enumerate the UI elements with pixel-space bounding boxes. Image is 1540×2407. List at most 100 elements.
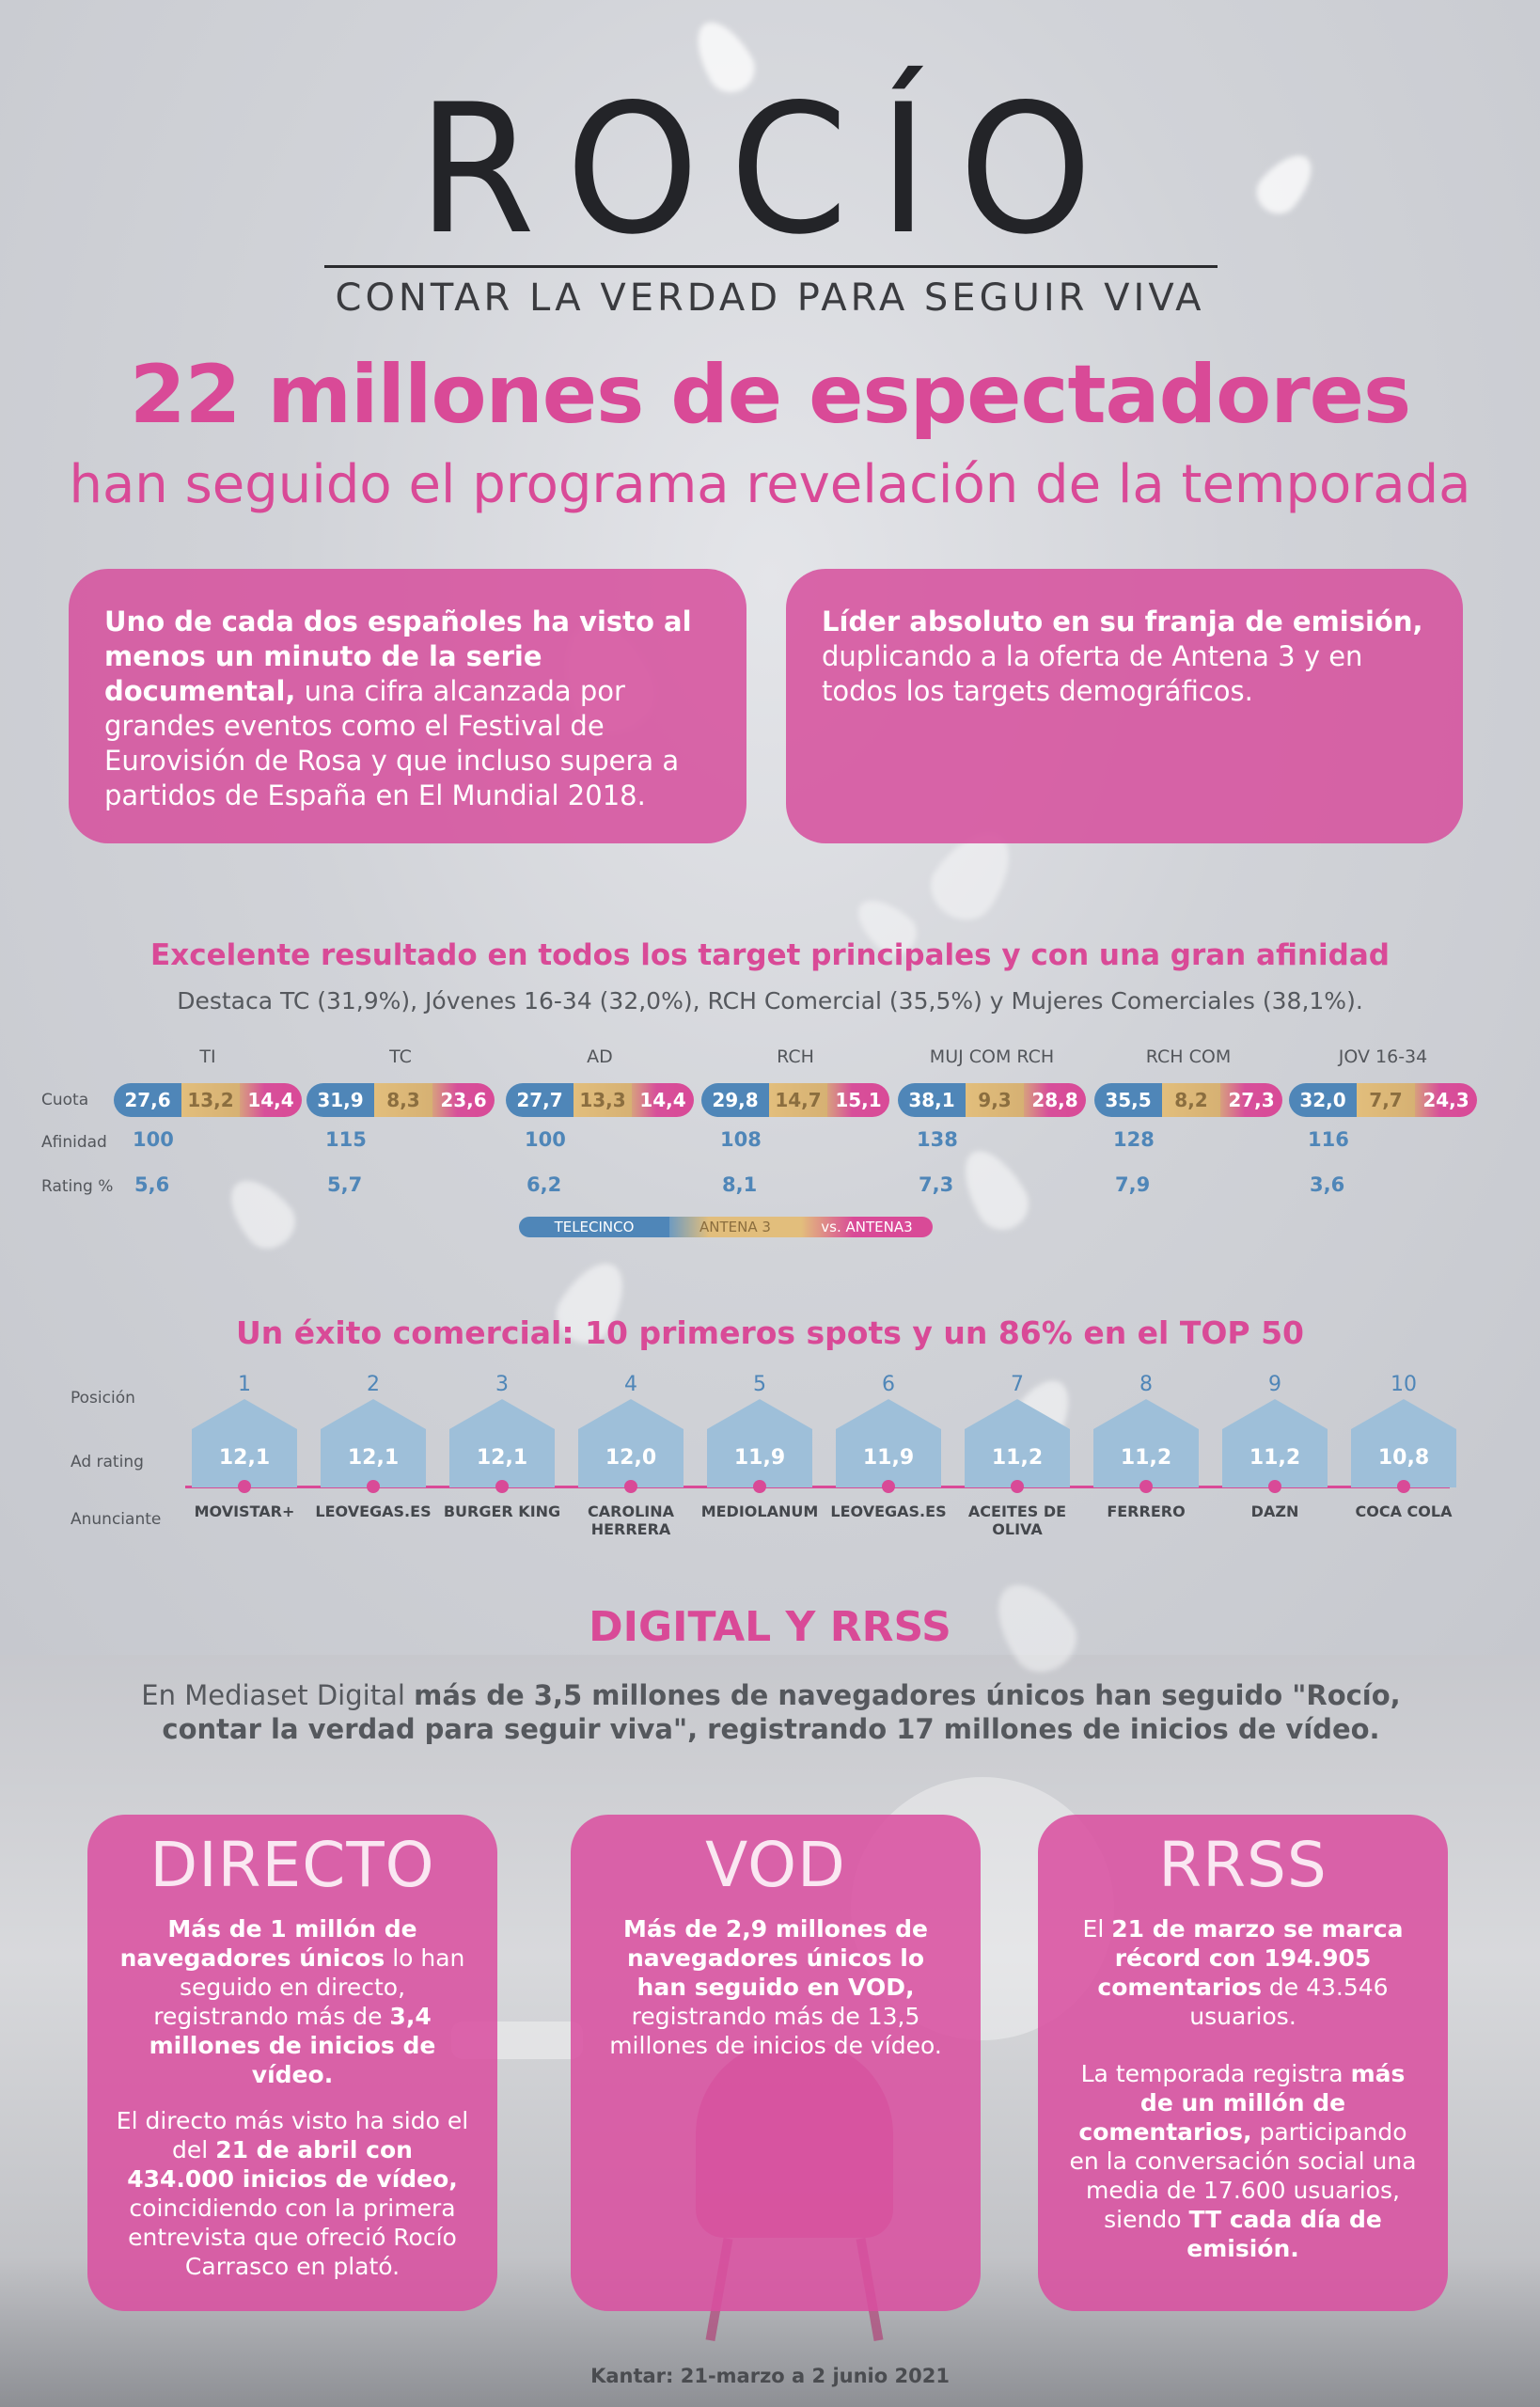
spot-dot xyxy=(882,1480,895,1493)
target-header: TI xyxy=(199,1046,216,1067)
headline: 22 millones de espectadores xyxy=(129,348,1411,442)
spot-advertiser: MOVISTAR+ xyxy=(194,1502,295,1520)
cuota-a3: 9,3 xyxy=(966,1083,1024,1117)
spot-ad-rating: 10,8 xyxy=(1377,1446,1430,1470)
cuota-pill: 29,8 14,7 15,1 xyxy=(701,1083,889,1117)
spot-position: 2 xyxy=(367,1373,380,1396)
afinidad-value: 116 xyxy=(1308,1128,1349,1151)
target-header: AD xyxy=(587,1046,613,1067)
spot-dot xyxy=(1011,1480,1024,1493)
spot-ad-rating: 12,1 xyxy=(347,1446,400,1470)
afinidad-value: 100 xyxy=(133,1128,174,1151)
spot-advertiser: FERRERO xyxy=(1107,1502,1186,1520)
logo-title: ROCÍO xyxy=(416,66,1124,274)
cuota-tc: 27,6 xyxy=(114,1083,181,1117)
spot-advertiser: CAROLINA HERRERA xyxy=(588,1502,674,1538)
logo-divider xyxy=(324,265,1218,268)
row-label-anunciante: Anunciante xyxy=(71,1510,162,1529)
text-bold: 21 de abril con 434.000 inicios de vídeo… xyxy=(127,2136,458,2193)
spot-position: 6 xyxy=(882,1373,895,1396)
spot-ad-rating: 11,2 xyxy=(1249,1446,1301,1470)
row-label-ad-rating: Ad rating xyxy=(71,1453,144,1471)
highlight-box-right: Líder absoluto en su franja de emisión, … xyxy=(786,569,1463,843)
spot-dot xyxy=(495,1480,509,1493)
card-directo-body: Más de 1 millón de navegadores únicos lo… xyxy=(116,1914,469,2281)
spot-position: 7 xyxy=(1011,1373,1024,1396)
text-bold: Más de 2,9 millones de navegadores único… xyxy=(623,1915,928,2001)
rating-value: 3,6 xyxy=(1310,1173,1345,1196)
digital-intro-bold: más de 3,5 millones de navegadores único… xyxy=(162,1679,1401,1745)
spot-ad-rating: 11,2 xyxy=(991,1446,1044,1470)
row-label-posicion: Posición xyxy=(71,1389,135,1408)
text: participando en la conversación social u… xyxy=(1069,2118,1417,2233)
rating-value: 6,2 xyxy=(526,1173,562,1196)
afinidad-value: 100 xyxy=(525,1128,566,1151)
cuota-vs: 15,1 xyxy=(827,1083,889,1117)
spot-dot xyxy=(367,1480,380,1493)
spot-position: 4 xyxy=(624,1373,637,1396)
cuota-tc: 38,1 xyxy=(898,1083,966,1117)
spot-position: 1 xyxy=(238,1373,251,1396)
afinidad-value: 128 xyxy=(1113,1128,1155,1151)
digital-intro-prefix: En Mediaset Digital xyxy=(141,1679,415,1711)
legend-antena3: ANTENA 3 xyxy=(669,1217,801,1237)
text: lo han seguido en directo, registrando m… xyxy=(153,1944,465,2030)
cuota-a3: 14,7 xyxy=(769,1083,827,1117)
spot-dot xyxy=(1397,1480,1410,1493)
text: El xyxy=(1082,1915,1112,1943)
row-label-rating: Rating % xyxy=(41,1177,114,1196)
legend-vs-antena3: vs. ANTENA3 xyxy=(801,1217,933,1237)
highlight-left-text: una cifra alcanzada por grandes eventos … xyxy=(104,675,680,811)
target-header: RCH xyxy=(777,1046,814,1067)
rating-value: 7,9 xyxy=(1115,1173,1151,1196)
spot-dot xyxy=(1268,1480,1281,1493)
cuota-vs: 24,3 xyxy=(1415,1083,1477,1117)
spot-position: 9 xyxy=(1268,1373,1281,1396)
spot-dot xyxy=(624,1480,637,1493)
spot-advertiser: MEDIOLANUM xyxy=(700,1502,819,1520)
card-vod: VOD Más de 2,9 millones de navegadores ú… xyxy=(571,1815,981,2311)
text-bold: 21 de marzo se marca récord con 194.905 … xyxy=(1097,1915,1404,2001)
subheadline: han seguido el programa revelación de la… xyxy=(69,454,1471,515)
cuota-a3: 8,3 xyxy=(374,1083,432,1117)
spot-advertiser: LEOVEGAS.ES xyxy=(830,1502,947,1520)
legend-telecinco: TELECINCO xyxy=(519,1217,669,1237)
targets-title: Excelente resultado en todos los target … xyxy=(150,938,1390,972)
cuota-vs: 28,8 xyxy=(1024,1083,1086,1117)
spot-advertiser: BURGER KING xyxy=(443,1502,561,1520)
digital-title: DIGITAL Y RRSS xyxy=(589,1603,951,1651)
rating-value: 7,3 xyxy=(919,1173,954,1196)
card-rrss-body: El 21 de marzo se marca récord con 194.9… xyxy=(1066,1914,1420,2263)
cuota-tc: 29,8 xyxy=(701,1083,769,1117)
spot-ad-rating: 12,1 xyxy=(218,1446,271,1470)
cuota-a3: 13,3 xyxy=(574,1083,632,1117)
text: registrando más de 13,5 millones de inic… xyxy=(609,2003,942,2059)
target-header: MUJ COM RCH xyxy=(929,1046,1055,1067)
spot-position: 10 xyxy=(1391,1373,1417,1396)
text-bold: 3,4 millones de inicios de vídeo. xyxy=(149,2003,436,2088)
text: El directo más visto ha sido el del xyxy=(116,2107,469,2163)
text: La temporada registra xyxy=(1080,2060,1351,2087)
highlight-left-bold: Uno de cada dos españoles ha visto al me… xyxy=(104,606,692,707)
text: coincidiendo con la primera entrevista q… xyxy=(128,2195,457,2280)
target-header: JOV 16-34 xyxy=(1338,1046,1428,1067)
spot-ad-rating: 12,0 xyxy=(605,1446,657,1470)
cuota-vs: 23,6 xyxy=(432,1083,495,1117)
rating-value: 5,7 xyxy=(327,1173,363,1196)
cuota-legend: TELECINCO ANTENA 3 vs. ANTENA3 xyxy=(519,1217,933,1237)
cuota-pill: 31,9 8,3 23,6 xyxy=(306,1083,495,1117)
targets-subtitle: Destaca TC (31,9%), Jóvenes 16-34 (32,0%… xyxy=(177,987,1363,1015)
spot-ad-rating: 11,9 xyxy=(733,1446,786,1470)
cuota-a3: 13,2 xyxy=(181,1083,240,1117)
card-directo: DIRECTO Más de 1 millón de navegadores ú… xyxy=(87,1815,497,2311)
afinidad-value: 115 xyxy=(325,1128,367,1151)
highlight-right-text: duplicando a la oferta de Antena 3 y en … xyxy=(822,640,1363,707)
spot-dot xyxy=(238,1480,251,1493)
spot-ad-rating: 11,2 xyxy=(1120,1446,1172,1470)
cuota-a3: 8,2 xyxy=(1162,1083,1220,1117)
afinidad-value: 138 xyxy=(917,1128,958,1151)
footer-source: Kantar: 21-marzo a 2 junio 2021 xyxy=(590,2365,950,2387)
spot-ad-rating: 12,1 xyxy=(476,1446,528,1470)
spot-advertiser: COCA COLA xyxy=(1355,1502,1453,1520)
spot-advertiser: DAZN xyxy=(1250,1502,1299,1520)
